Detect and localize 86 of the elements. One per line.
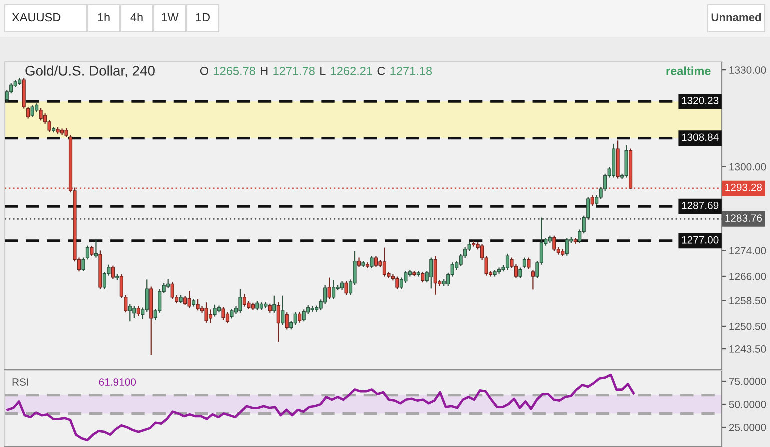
candlestick xyxy=(382,247,387,278)
candlestick xyxy=(324,284,328,305)
y-tick-label: 25.0000 xyxy=(729,424,766,432)
candlestick xyxy=(94,238,98,258)
candlestick xyxy=(514,264,518,279)
candlestick xyxy=(590,194,594,207)
candlestick xyxy=(124,294,128,314)
candlestick xyxy=(357,257,362,268)
candlestick xyxy=(434,256,438,296)
candlestick xyxy=(82,257,86,272)
candlestick xyxy=(285,312,289,330)
candlestick xyxy=(30,104,34,118)
text: 4h xyxy=(130,13,143,22)
candlestick xyxy=(184,296,188,306)
candlestick xyxy=(136,306,140,318)
candlestick xyxy=(455,260,459,271)
text: 1D xyxy=(196,13,210,22)
ref-line-label: 1283.76 xyxy=(726,214,762,222)
candlestick xyxy=(256,300,260,311)
y-tick-label: 1300.00 xyxy=(730,163,766,171)
candlestick xyxy=(522,257,527,269)
candlestick xyxy=(188,290,192,309)
annotation: realtime xyxy=(666,66,711,76)
candlestick xyxy=(90,246,94,257)
candlestick xyxy=(128,304,132,322)
candlestick xyxy=(374,256,378,268)
candlestick xyxy=(276,302,280,342)
y-tick-label: 50.0000 xyxy=(729,400,766,408)
candlestick xyxy=(298,311,302,324)
chart-subtitle: O 1265.78 H 1271.78 L 1262.21 C 1271.18 xyxy=(200,66,432,76)
candlestick xyxy=(222,306,226,321)
ref-line-label: 1277.00 xyxy=(682,236,719,244)
y-tick-label: 1266.00 xyxy=(730,272,766,280)
candlestick xyxy=(370,256,374,269)
text: RSI xyxy=(12,378,28,386)
candlestick xyxy=(396,276,400,290)
candlestick xyxy=(531,269,535,290)
ref-line-label: 1293.28 xyxy=(726,184,762,192)
ref-line-label: 1287.69 xyxy=(682,202,719,210)
ref-line-label: 1308.84 xyxy=(682,134,719,142)
candlestick xyxy=(170,282,174,300)
candlestick xyxy=(332,279,336,300)
candlestick xyxy=(421,271,425,284)
candlestick xyxy=(328,277,332,300)
candlestick xyxy=(506,253,510,271)
candlestick xyxy=(196,298,200,312)
candlestick xyxy=(132,306,136,319)
candlestick xyxy=(204,302,208,324)
candlestick xyxy=(552,235,556,252)
text: 1h xyxy=(98,13,110,22)
candlestick xyxy=(26,106,30,120)
text: XAUUSD xyxy=(12,13,61,22)
y-tick-label: 1258.50 xyxy=(730,297,766,305)
candlestick xyxy=(268,303,272,314)
candlestick xyxy=(518,267,522,279)
candlestick xyxy=(213,304,217,318)
candlestick xyxy=(565,238,569,256)
candlestick xyxy=(404,270,408,284)
y-tick-label: 1243.50 xyxy=(730,346,766,353)
candlestick xyxy=(294,312,298,326)
ref-line-label: 1320.23 xyxy=(682,96,719,104)
line-series xyxy=(6,374,635,442)
text: 1W xyxy=(162,13,179,22)
candlestick xyxy=(238,288,242,314)
candlestick xyxy=(302,309,306,322)
candlestick xyxy=(430,257,434,290)
candlestick xyxy=(344,280,348,296)
chart-title: Gold/U.S. Dollar, 240 xyxy=(26,66,155,78)
candlestick xyxy=(242,294,246,308)
candlestick xyxy=(272,295,276,314)
candlestick xyxy=(39,108,43,122)
y-tick-label: 1250.50 xyxy=(730,322,766,330)
y-tick-label: 75.0000 xyxy=(729,378,766,386)
candlestick xyxy=(145,279,149,313)
text: Unnamed xyxy=(712,13,762,22)
candlestick xyxy=(86,245,90,260)
candlestick xyxy=(120,274,124,299)
candlestick xyxy=(527,257,531,270)
text: 61.9100 xyxy=(99,378,136,386)
candlestick xyxy=(208,309,213,324)
y-tick-label: 1274.00 xyxy=(730,247,766,255)
candlestick xyxy=(226,312,230,324)
candlestick xyxy=(281,295,285,326)
candlestick xyxy=(111,265,115,280)
candlestick xyxy=(230,308,234,320)
y-tick-label: 1330.00 xyxy=(730,66,766,74)
